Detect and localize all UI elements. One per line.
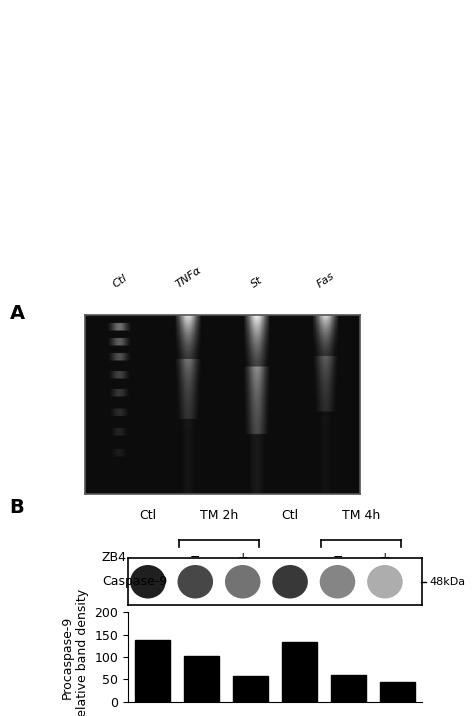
Text: −: − [332, 551, 343, 564]
Text: A: A [9, 304, 25, 324]
Text: Ctl: Ctl [139, 510, 156, 523]
Bar [380, 682, 415, 702]
Text: Fas: Fas [315, 271, 337, 290]
Text: Caspase-9: Caspase-9 [102, 575, 167, 589]
Text: +: + [380, 551, 390, 564]
Text: −: − [190, 551, 201, 564]
Ellipse shape [272, 565, 308, 599]
Bar [233, 676, 268, 702]
Bar [135, 640, 170, 702]
Text: ZB4: ZB4 [102, 551, 127, 564]
Text: +: + [237, 551, 248, 564]
Bar [282, 642, 317, 702]
Ellipse shape [130, 565, 166, 599]
Text: TM 4h: TM 4h [342, 510, 380, 523]
Bar [331, 675, 366, 702]
Y-axis label: Procaspase-9
Relative band density: Procaspase-9 Relative band density [61, 589, 89, 716]
Ellipse shape [367, 565, 402, 599]
Text: Ctl: Ctl [110, 273, 129, 290]
Text: 48kDa: 48kDa [429, 577, 465, 586]
Text: B: B [9, 498, 24, 517]
Text: St: St [250, 275, 264, 290]
Ellipse shape [177, 565, 213, 599]
Ellipse shape [225, 565, 260, 599]
Bar [184, 656, 219, 702]
Text: TM 2h: TM 2h [200, 510, 238, 523]
Text: TNFα: TNFα [173, 265, 203, 290]
Ellipse shape [319, 565, 355, 599]
Text: Ctl: Ctl [282, 510, 299, 523]
